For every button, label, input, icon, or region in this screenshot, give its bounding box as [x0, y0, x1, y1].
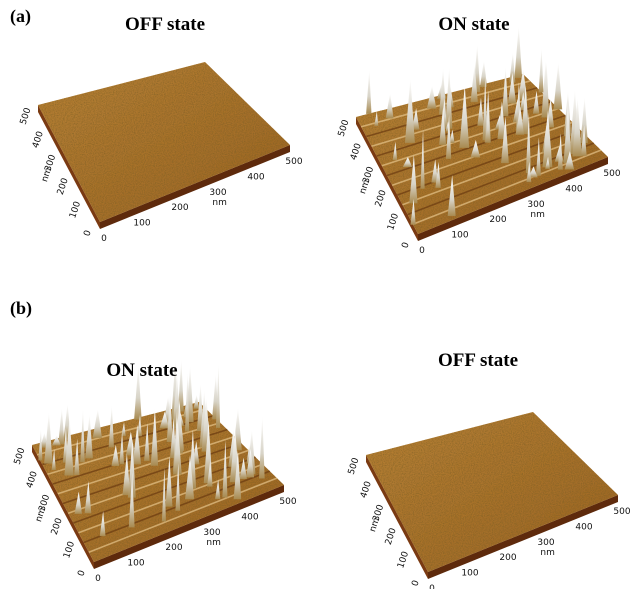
x-tick-label: 100: [133, 219, 150, 229]
figure: (a) (b) 0 100 200 300 400 500 nm 0 100 200 300 400 5…: [0, 0, 632, 589]
x-unit: nm: [530, 210, 544, 220]
x-tick-label: 300: [537, 538, 554, 548]
x-tick-label: 100: [451, 231, 468, 241]
plot-title: ON state: [438, 14, 509, 35]
y-tick-label: 500: [347, 456, 362, 476]
panel-label: (b): [10, 298, 32, 319]
x-unit: nm: [540, 548, 554, 558]
x-tick-label: 200: [499, 553, 516, 563]
x-tick-label: 0: [429, 584, 435, 589]
y-tick-label: 500: [13, 446, 28, 466]
x-tick-label: 400: [247, 172, 264, 182]
x-unit: nm: [212, 198, 226, 208]
y-tick-label: 0: [410, 579, 421, 588]
x-tick-label: 0: [419, 246, 425, 256]
y-tick-label: 0: [400, 241, 411, 250]
y-unit: nm: [358, 178, 372, 195]
spike: [386, 93, 394, 118]
spike: [366, 70, 371, 114]
y-tick-label: 400: [31, 130, 46, 150]
spike: [259, 416, 265, 479]
y-tick-label: 500: [19, 106, 34, 126]
spike: [58, 408, 64, 444]
x-tick-label: 500: [613, 507, 630, 517]
y-tick-label: 200: [50, 517, 65, 537]
y-tick-label: 400: [25, 470, 40, 490]
x-tick-label: 300: [203, 528, 220, 538]
y-unit: nm: [40, 166, 54, 183]
x-unit: nm: [206, 538, 220, 548]
x-tick-label: 200: [171, 203, 188, 213]
y-tick-label: 100: [68, 200, 83, 220]
y-tick-label: 200: [384, 527, 399, 547]
y-tick-label: 400: [349, 142, 364, 162]
spike: [514, 26, 522, 78]
x-tick-label: 400: [565, 184, 582, 194]
plots: 0 100 200 300 400 500 nm 0 100 200 300 400 500 nm OFF …: [13, 14, 631, 589]
x-tick-label: 500: [285, 157, 302, 167]
panel-label: (a): [10, 6, 31, 27]
y-tick-label: 100: [386, 212, 401, 232]
y-unit: nm: [368, 516, 382, 533]
plot-title: ON state: [106, 360, 177, 381]
y-unit: nm: [34, 506, 48, 523]
x-tick-label: 100: [461, 569, 478, 579]
y-tick-label: 100: [396, 550, 411, 570]
y-tick-label: 100: [62, 540, 77, 560]
plot-title: OFF state: [438, 350, 518, 371]
spike: [554, 62, 563, 109]
x-tick-label: 100: [127, 559, 144, 569]
x-tick-label: 400: [241, 512, 258, 522]
x-tick-label: 200: [489, 215, 506, 225]
spike: [539, 48, 544, 93]
x-tick-label: 200: [165, 543, 182, 553]
plot-title: OFF state: [125, 14, 205, 35]
y-tick-label: 200: [56, 177, 71, 197]
x-tick-label: 0: [101, 234, 107, 244]
x-tick-label: 0: [95, 574, 101, 584]
x-tick-label: 500: [603, 169, 620, 179]
x-tick-label: 300: [527, 200, 544, 210]
y-tick-label: 400: [359, 480, 374, 500]
x-tick-label: 300: [209, 188, 226, 198]
afm-plot: 0100200300400500nm0100200300400500nm: [347, 412, 631, 589]
x-tick-label: 500: [279, 497, 296, 507]
y-tick-label: 200: [374, 189, 389, 209]
y-tick-label: 0: [76, 569, 87, 578]
y-tick-label: 500: [337, 118, 352, 138]
spike: [193, 394, 199, 408]
y-tick-label: 0: [82, 229, 93, 238]
spike: [480, 61, 487, 87]
spike: [93, 409, 102, 438]
afm-plot: 0100200300400500nm0100200300400500nm: [337, 26, 621, 256]
x-tick-label: 400: [575, 522, 592, 532]
